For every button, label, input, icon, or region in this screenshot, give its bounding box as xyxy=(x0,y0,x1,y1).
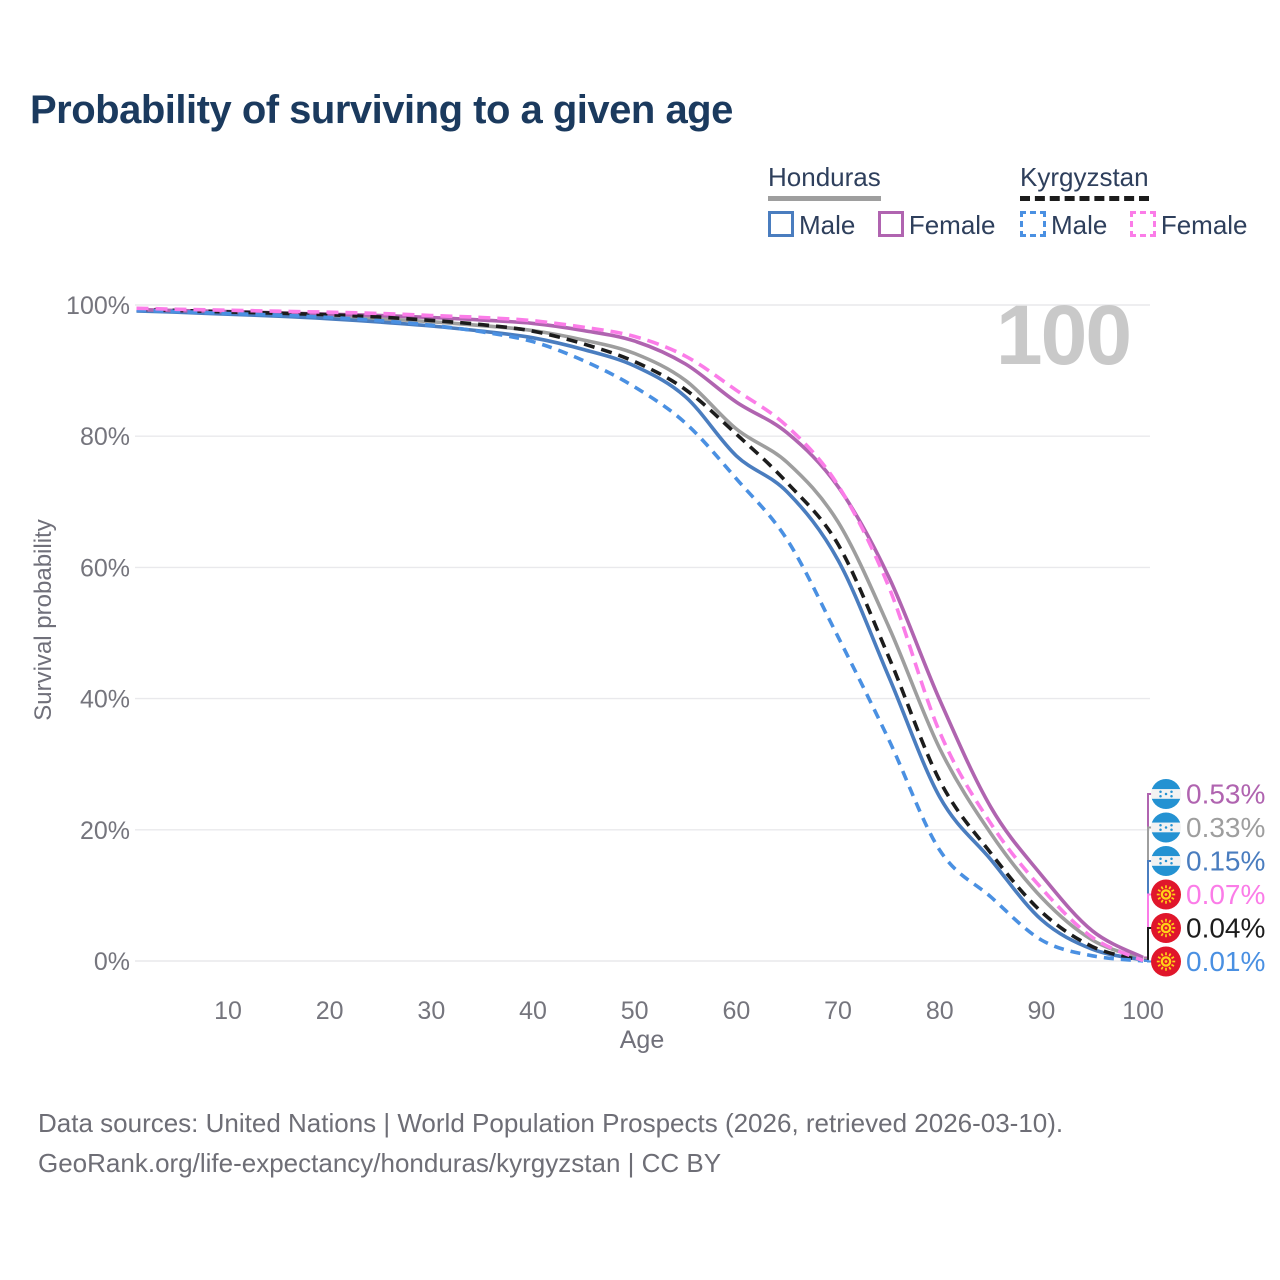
x-tick-label: 60 xyxy=(722,997,750,1025)
honduras-male-swatch-icon xyxy=(768,211,794,237)
honduras-flag-icon xyxy=(1151,779,1181,809)
y-tick-label: 80% xyxy=(80,423,130,451)
legend-item-label: Female xyxy=(908,210,996,240)
legend-item-label: Male xyxy=(799,210,856,240)
honduras-flag-icon xyxy=(1151,812,1181,843)
legend-group-kyrgyzstan: Kyrgyzstan Male Female xyxy=(1020,162,1266,241)
end-label-connector xyxy=(1144,927,1152,962)
x-axis-title: Age xyxy=(619,1026,665,1054)
page-title: Probability of surviving to a given age xyxy=(30,88,733,132)
x-tick-label: 20 xyxy=(316,997,344,1025)
honduras-female-swatch-icon xyxy=(877,211,904,237)
kyrgyzstan-flag-icon xyxy=(1151,879,1181,910)
curve-honduras-male[interactable] xyxy=(136,309,1144,962)
y-tick-label: 0% xyxy=(94,948,130,976)
end-label-value: 0.33% xyxy=(1186,812,1265,843)
y-tick-label: 100% xyxy=(66,292,130,320)
legend-item-honduras-male[interactable]: Male xyxy=(768,210,855,240)
y-tick-label: 20% xyxy=(80,817,130,845)
legend-item-kyrgyzstan-female[interactable]: Female xyxy=(1129,210,1248,240)
x-tick-label: 10 xyxy=(214,997,242,1025)
x-tick-label: 100 xyxy=(1122,997,1164,1025)
end-label-value: 0.04% xyxy=(1186,913,1265,944)
x-tick-label: 30 xyxy=(417,997,445,1025)
y-axis-title: Survival probability xyxy=(30,519,57,721)
end-label-value: 0.01% xyxy=(1186,946,1265,977)
x-tick-label: 90 xyxy=(1028,997,1056,1025)
legend-item-label: Male xyxy=(1051,210,1108,240)
end-label-value: 0.15% xyxy=(1186,846,1265,877)
legend-item-label: Female xyxy=(1160,210,1248,240)
legend-group-honduras: Honduras Male Female xyxy=(768,162,1014,241)
end-label-connector xyxy=(1144,959,1152,963)
y-tick-label: 40% xyxy=(80,686,130,714)
kyrgyzstan-flag-icon xyxy=(1151,913,1181,943)
watermark-age-100: 100 xyxy=(995,288,1132,382)
legend-country-kyrgyzstan[interactable]: Kyrgyzstan xyxy=(1020,162,1149,201)
x-tick-label: 50 xyxy=(621,997,649,1025)
kyrgyzstan-flag-icon xyxy=(1151,946,1181,977)
end-label-value: 0.53% xyxy=(1186,779,1265,810)
curve-kyrgyzstan-male[interactable] xyxy=(136,308,1144,963)
end-label-value: 0.07% xyxy=(1186,879,1265,910)
footer-data-sources: Data sources: United Nations | World Pop… xyxy=(38,1108,1064,1138)
footer-attribution-link: GeoRank.org/life-expectancy/honduras/kyr… xyxy=(38,1148,722,1178)
x-tick-label: 70 xyxy=(824,997,852,1025)
x-tick-label: 80 xyxy=(926,997,954,1025)
legend-item-honduras-female[interactable]: Female xyxy=(877,210,996,240)
legend-item-kyrgyzstan-male[interactable]: Male xyxy=(1020,210,1107,240)
legend-country-honduras[interactable]: Honduras xyxy=(768,162,881,201)
honduras-flag-icon xyxy=(1151,846,1181,876)
curve-kyrgyzstan-both-sexes[interactable] xyxy=(136,307,1144,963)
kyrgyzstan-male-swatch-icon xyxy=(1020,211,1046,237)
y-tick-label: 60% xyxy=(80,554,130,582)
kyrgyzstan-female-swatch-icon xyxy=(1129,211,1156,237)
curve-kyrgyzstan-female[interactable] xyxy=(136,306,1144,963)
x-tick-label: 40 xyxy=(519,997,547,1025)
